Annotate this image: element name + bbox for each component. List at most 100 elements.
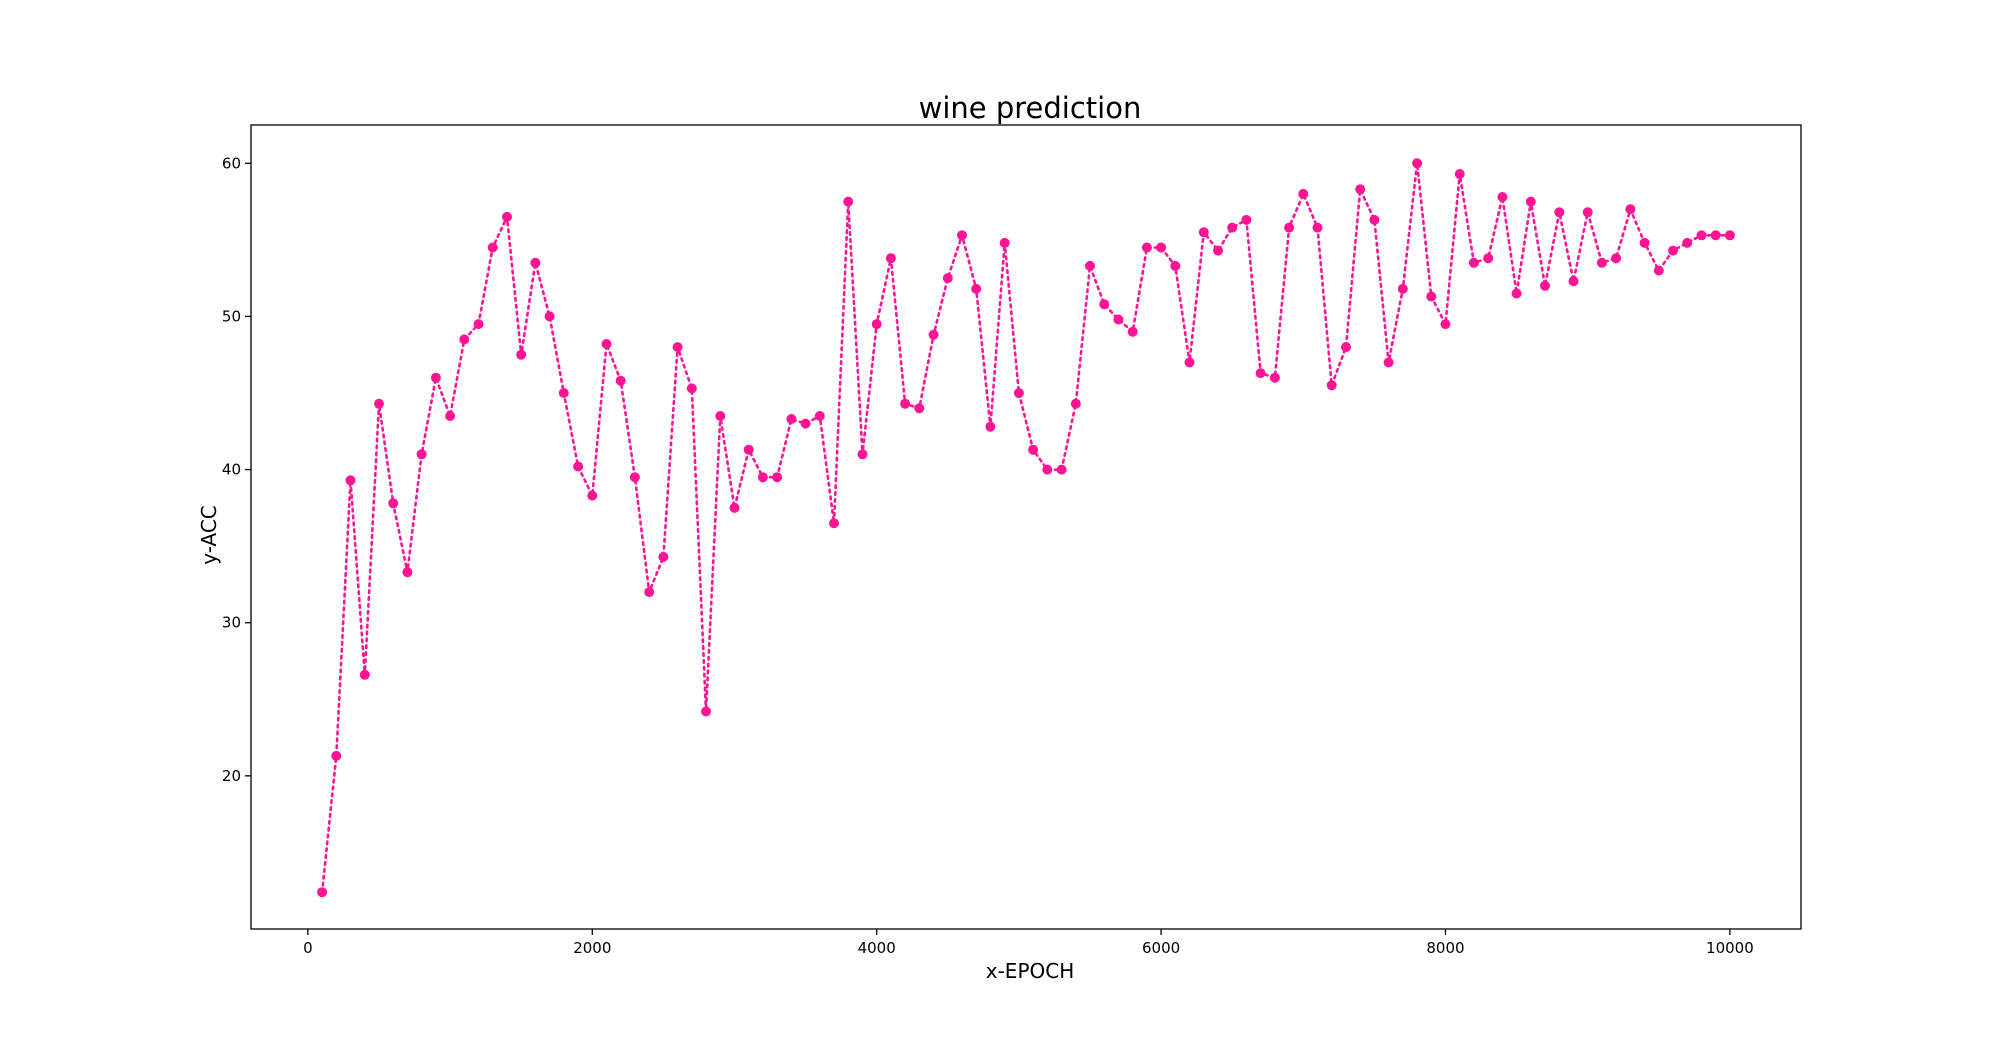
data-point — [1113, 314, 1124, 325]
data-point — [715, 411, 726, 421]
data-point — [1611, 253, 1622, 264]
chart-title: wine prediction — [919, 91, 1142, 125]
data-point — [1511, 288, 1522, 299]
plot-frame — [250, 124, 1802, 930]
data-point — [1070, 398, 1081, 409]
data-point — [1440, 319, 1451, 330]
data-point — [885, 253, 896, 264]
y-tick-label: 60 — [222, 154, 241, 172]
data-point — [772, 472, 783, 483]
data-point — [1625, 204, 1636, 215]
data-point — [701, 706, 711, 717]
y-tick-label: 30 — [222, 614, 241, 632]
x-tick-label: 4000 — [858, 939, 896, 957]
axes: 0 2000 4000 6000 8000 10000 20 30 40 50 60 — [222, 154, 1754, 957]
data-point — [1312, 222, 1323, 233]
data-point — [374, 398, 384, 409]
data-point — [473, 319, 484, 330]
data-point — [416, 449, 427, 460]
data-point — [1085, 260, 1095, 271]
data-point — [757, 472, 768, 483]
data-point — [1696, 230, 1707, 241]
data-point — [857, 449, 868, 460]
data-point — [1184, 357, 1195, 368]
plot-area — [317, 158, 1735, 898]
data-point — [1397, 283, 1408, 294]
data-point — [430, 372, 441, 383]
data-point — [388, 498, 399, 509]
data-point — [615, 375, 626, 386]
x-tick-label: 0 — [303, 939, 313, 957]
data-point — [1227, 222, 1238, 233]
data-point — [1582, 207, 1593, 218]
data-point — [402, 567, 413, 578]
data-point — [971, 283, 982, 294]
data-point — [1241, 214, 1252, 225]
series-line — [320, 163, 1732, 894]
data-point — [1284, 222, 1295, 233]
y-tick-label: 50 — [222, 307, 241, 325]
data-point — [317, 887, 328, 898]
x-tick-label: 8000 — [1426, 939, 1464, 957]
data-point — [1369, 214, 1380, 225]
data-point — [629, 472, 640, 483]
data-point — [459, 334, 470, 345]
data-point — [644, 587, 655, 598]
data-point — [843, 196, 854, 207]
data-point — [445, 411, 456, 421]
data-point — [502, 211, 512, 222]
data-point — [871, 319, 882, 330]
data-point — [1426, 291, 1437, 302]
y-tick-label: 40 — [222, 461, 241, 479]
y-axis-label: y-ACC — [197, 505, 221, 565]
data-point — [1355, 184, 1366, 195]
data-point — [601, 339, 612, 349]
data-point — [999, 237, 1010, 248]
data-point — [1156, 242, 1167, 253]
data-point — [1213, 245, 1223, 256]
data-point — [1141, 242, 1152, 253]
data-point — [957, 230, 967, 241]
data-point — [686, 383, 697, 394]
data-point — [1568, 276, 1579, 287]
data-point — [1468, 257, 1479, 268]
data-point — [786, 414, 797, 424]
data-point — [487, 242, 498, 253]
data-point — [985, 421, 996, 432]
data-point — [558, 388, 569, 398]
data-point — [1540, 280, 1550, 291]
data-point — [914, 403, 925, 414]
data-point — [587, 490, 598, 501]
data-point — [1710, 230, 1721, 241]
data-point — [573, 461, 584, 472]
data-point — [829, 518, 839, 529]
data-point — [1525, 196, 1536, 207]
data-point — [1028, 444, 1039, 455]
data-point — [345, 475, 356, 486]
data-point — [658, 551, 669, 562]
data-point — [1554, 207, 1565, 218]
data-point — [516, 349, 527, 360]
data-point — [1056, 464, 1067, 475]
data-point — [1170, 260, 1181, 271]
data-point — [1682, 237, 1693, 248]
data-point — [1269, 372, 1280, 383]
data-point — [672, 342, 683, 353]
data-point — [1255, 368, 1266, 379]
data-point — [1127, 326, 1138, 337]
data-point — [1653, 265, 1664, 276]
data-point — [1383, 357, 1394, 368]
data-point — [1724, 230, 1735, 241]
data-point — [942, 273, 953, 284]
data-point — [1483, 253, 1494, 264]
data-point — [800, 418, 811, 429]
data-point — [814, 411, 825, 421]
data-point — [1198, 227, 1209, 238]
data-point — [1639, 237, 1650, 248]
data-point — [1298, 188, 1309, 199]
data-point — [1099, 299, 1110, 310]
data-point — [1341, 342, 1351, 353]
data-point — [530, 257, 541, 268]
data-point — [1596, 257, 1607, 268]
